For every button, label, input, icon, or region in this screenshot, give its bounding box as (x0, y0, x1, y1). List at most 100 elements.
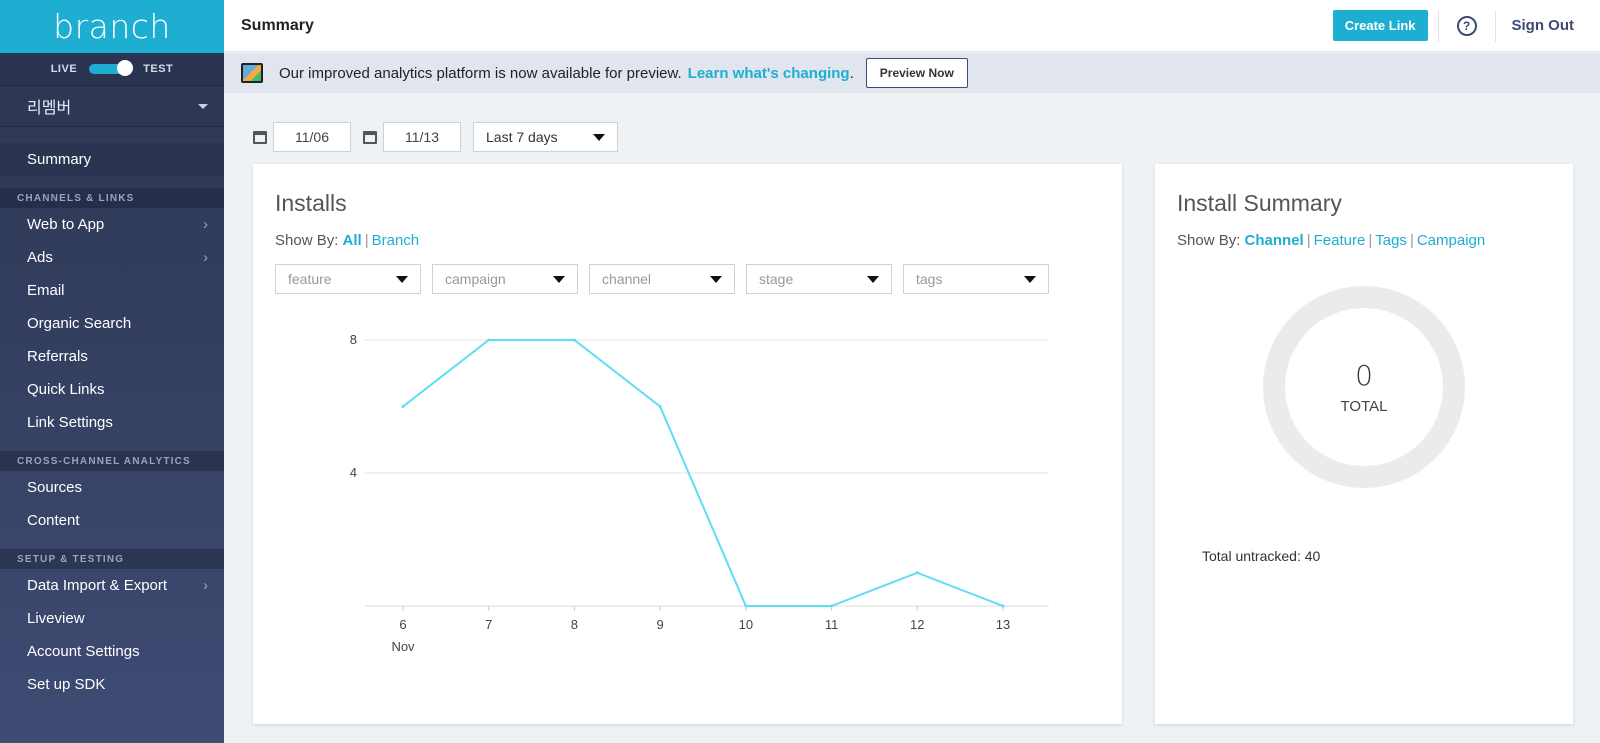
chevron-right-icon: › (203, 216, 208, 233)
announcement-banner: Our improved analytics platform is now a… (224, 53, 1600, 93)
sidebar-item-account-settings[interactable]: Account Settings (0, 635, 224, 668)
sidebar-item-sources[interactable]: Sources (0, 471, 224, 504)
sidebar-item-label: Quick Links (27, 381, 105, 398)
sidebar-item-summary[interactable]: Summary (0, 143, 224, 176)
page-title: Summary (241, 16, 314, 34)
x-tick-label: 8 (571, 617, 578, 632)
data-point (915, 571, 919, 575)
analytics-preview-icon (241, 63, 263, 83)
show-by-all[interactable]: All (342, 232, 362, 249)
stage-select[interactable]: stage (746, 264, 892, 294)
env-test-label: TEST (143, 63, 174, 75)
sidebar-item-label: Content (27, 512, 80, 529)
end-date-input[interactable]: 11/13 (383, 122, 461, 152)
brand-logo[interactable]: branch (0, 0, 224, 53)
data-point (830, 604, 834, 608)
sidebar-item-email[interactable]: Email (0, 274, 224, 307)
x-tick-label: 11 (825, 617, 839, 632)
data-point (401, 405, 405, 408)
sidebar-item-content[interactable]: Content (0, 504, 224, 537)
feature-select[interactable]: feature (275, 264, 421, 294)
install-donut-chart: 0 TOTAL (1263, 286, 1465, 488)
section-setup-testing: SETUP & TESTING (0, 549, 224, 569)
sidebar-item-label: Referrals (27, 348, 88, 365)
campaign-select[interactable]: campaign (432, 264, 578, 294)
show-by-label: Show By: (275, 232, 339, 249)
show-by-channel[interactable]: Channel (1244, 232, 1304, 249)
data-point (658, 405, 662, 408)
install-summary-title: Install Summary (1177, 190, 1342, 216)
environment-switch: LIVE TEST (0, 53, 224, 85)
sidebar-item-organic-search[interactable]: Organic Search (0, 307, 224, 340)
chevron-down-icon (396, 275, 408, 283)
channel-select[interactable]: channel (589, 264, 735, 294)
show-by-campaign[interactable]: Campaign (1416, 232, 1486, 249)
sidebar-item-quick-links[interactable]: Quick Links (0, 373, 224, 406)
divider (1494, 9, 1496, 42)
y-tick-label: 4 (350, 465, 357, 480)
env-toggle[interactable] (89, 60, 134, 76)
create-link-button[interactable]: Create Link (1332, 10, 1428, 41)
sidebar-item-label: Data Import & Export (27, 577, 168, 594)
chevron-down-icon (710, 275, 722, 283)
sidebar-item-label: Ads (27, 249, 53, 266)
sidebar-item-label: Sources (27, 479, 83, 496)
tags-select[interactable]: tags (903, 264, 1049, 294)
brand-name: branch (53, 7, 171, 46)
show-by-feature[interactable]: Feature (1313, 232, 1366, 249)
select-placeholder: feature (288, 271, 332, 287)
select-placeholder: stage (759, 271, 794, 287)
x-tick-label: 12 (910, 617, 924, 632)
banner-text: Our improved analytics platform is now a… (279, 64, 682, 82)
date-filters: 11/06 11/13 Last 7 days (253, 122, 618, 152)
sidebar-item-ads[interactable]: Ads › (0, 241, 224, 274)
section-channels-links: CHANNELS & LINKS (0, 188, 224, 208)
start-date-input[interactable]: 11/06 (273, 122, 351, 152)
sidebar-item-link-settings[interactable]: Link Settings (0, 406, 224, 439)
total-untracked: Total untracked: 40 (1202, 548, 1321, 564)
sign-out-link[interactable]: Sign Out (1511, 17, 1575, 34)
show-by-tags[interactable]: Tags (1375, 232, 1407, 249)
preview-now-button[interactable]: Preview Now (865, 58, 968, 88)
chevron-down-icon (553, 275, 565, 283)
data-point (744, 604, 748, 608)
app-selector[interactable]: 리멤버 (0, 85, 224, 127)
install-summary-card: Install Summary Show By: Channel | Feature… (1155, 164, 1573, 724)
sidebar-item-liveview[interactable]: Liveview (0, 602, 224, 635)
donut-total-label: TOTAL (1340, 398, 1388, 415)
installs-card: Installs Show By: All | Branch feature cam… (253, 164, 1122, 724)
sidebar-item-label: Liveview (27, 610, 85, 627)
learn-more-link[interactable]: Learn what's changing (687, 64, 850, 82)
sidebar-item-label: Summary (27, 151, 92, 168)
toggle-knob[interactable] (117, 60, 134, 76)
select-placeholder: campaign (445, 271, 506, 287)
show-by-branch[interactable]: Branch (371, 232, 420, 249)
installs-filters: feature campaign channel stage tags (275, 264, 1060, 294)
calendar-icon[interactable] (253, 130, 267, 144)
summary-show-by: Show By: Channel | Feature | Tags | Campaign (1177, 232, 1486, 249)
date-range-select[interactable]: Last 7 days (473, 122, 618, 152)
sidebar-item-data-import-export[interactable]: Data Import & Export › (0, 569, 224, 602)
sidebar-item-referrals[interactable]: Referrals (0, 340, 224, 373)
x-tick-label: 6 (399, 617, 406, 632)
sidebar: branch LIVE TEST 리멤버 Summary CHANNELS & … (0, 0, 224, 743)
installs-show-by: Show By: All | Branch (275, 232, 420, 249)
sidebar-item-web-to-app[interactable]: Web to App › (0, 208, 224, 241)
top-header: Summary Create Link ? Sign Out (224, 0, 1600, 52)
x-month-label: Nov (391, 639, 415, 654)
sidebar-item-set-up-sdk[interactable]: Set up SDK (0, 668, 224, 701)
chevron-down-icon (593, 133, 605, 141)
installs-title: Installs (275, 190, 347, 216)
chevron-right-icon: › (203, 577, 208, 594)
x-tick-label: 13 (996, 617, 1010, 632)
sidebar-item-label: Link Settings (27, 414, 113, 431)
installs-series-line (402, 339, 1004, 607)
help-icon[interactable]: ? (1456, 15, 1477, 36)
chevron-down-icon (198, 103, 208, 109)
show-by-label: Show By: (1177, 232, 1241, 249)
sidebar-item-label: Organic Search (27, 315, 132, 332)
calendar-icon[interactable] (363, 130, 377, 144)
env-live-label: LIVE (50, 63, 78, 75)
sidebar-item-label: Web to App (27, 216, 105, 233)
divider (1437, 9, 1439, 42)
